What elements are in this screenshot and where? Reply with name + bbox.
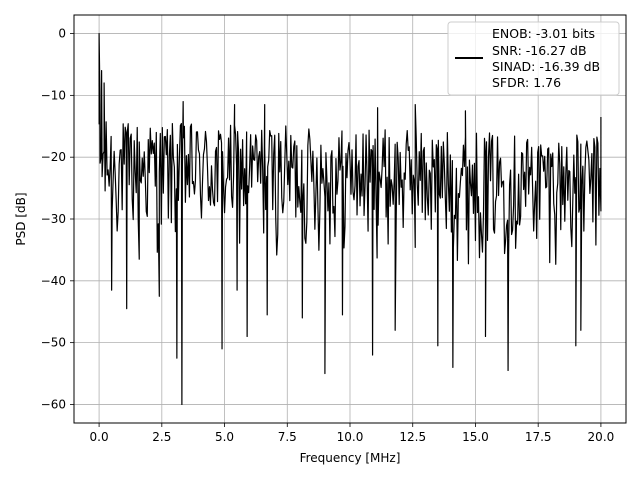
x-tick-label: 12.5: [399, 430, 426, 444]
y-tick-label: −30: [41, 212, 66, 226]
x-tick-label: 5.0: [215, 430, 234, 444]
x-tick-label: 15.0: [462, 430, 489, 444]
y-tick-label: 0: [58, 27, 66, 41]
y-tick-label: −10: [41, 88, 66, 102]
legend: ENOB: -3.01 bits SNR: -16.27 dB SINAD: -…: [447, 21, 620, 96]
x-tick-label: 0.0: [90, 430, 109, 444]
x-tick-label: 2.5: [152, 430, 171, 444]
legend-sinad: SINAD: -16.39 dB: [492, 59, 600, 74]
y-axis: 0 −10 −20 −30 −40 −50 −60: [41, 27, 74, 411]
y-tick-label: −20: [41, 150, 66, 164]
x-axis-label: Frequency [MHz]: [300, 451, 401, 465]
y-axis-label: PSD [dB]: [14, 192, 28, 245]
x-tick-label: 10.0: [337, 430, 364, 444]
x-tick-label: 7.5: [278, 430, 297, 444]
x-axis: 0.0 2.5 5.0 7.5 10.0 12.5 15.0 17.5 20.0: [90, 423, 615, 444]
axes-frame: [73, 14, 627, 424]
legend-snr: SNR: -16.27 dB: [492, 43, 587, 58]
legend-box: [447, 21, 620, 96]
legend-enob: ENOB: -3.01 bits: [492, 26, 595, 41]
psd-line: [98, 32, 602, 406]
x-tick-label: 17.5: [525, 430, 552, 444]
y-tick-label: −40: [41, 274, 66, 288]
psd-series: [98, 32, 602, 406]
x-tick-label: 20.0: [588, 430, 615, 444]
y-tick-label: −50: [41, 336, 66, 350]
y-tick-label: −60: [41, 397, 66, 411]
legend-sfdr: SFDR: 1.76: [492, 75, 561, 90]
